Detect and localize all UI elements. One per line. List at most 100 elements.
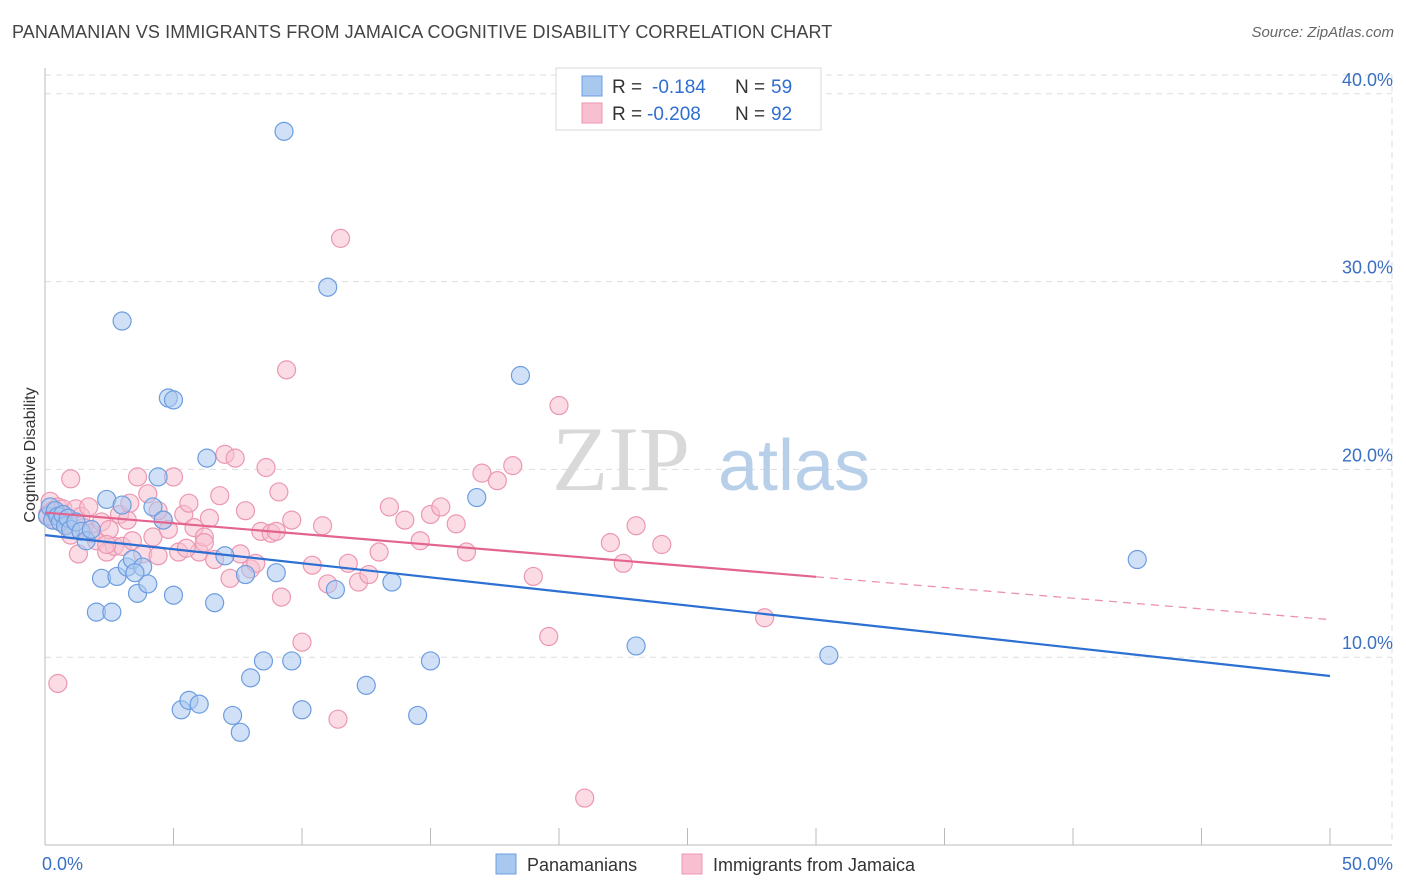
y-tick-label: 10.0% [1342, 633, 1393, 653]
legend-top: R = -0.184 N = 59 R = -0.208 N = 92 [555, 67, 822, 131]
panamanian-point [205, 593, 225, 613]
axes [44, 68, 1392, 846]
trend-lines [44, 511, 1331, 678]
panamanian-point [189, 694, 209, 714]
y-tick-label: 20.0% [1342, 445, 1393, 465]
jamaica-point [176, 538, 196, 558]
panamanian-point [1127, 549, 1147, 570]
panamanian-point [819, 645, 839, 665]
bottom-legend-swatch-pink [681, 853, 703, 875]
panamanian-point [235, 564, 256, 585]
jamaica-point [276, 360, 297, 380]
jamaica-point [225, 448, 245, 468]
legend-r-value-1: -0.184 [652, 77, 706, 98]
panamanian-point [112, 495, 132, 515]
panamanian-point [408, 705, 428, 726]
jamaica-point [61, 469, 81, 489]
jamaica-point [235, 501, 256, 521]
y-tick-label: 40.0% [1342, 70, 1393, 90]
panamanian-point [626, 636, 646, 656]
jamaica-point [369, 542, 389, 562]
jamaica-trend-line-dashed [815, 576, 1331, 621]
x-tick-label: 50.0% [1342, 854, 1393, 874]
panamanian-point [143, 497, 163, 517]
jamaica-point [613, 553, 633, 573]
jamaica-point [523, 566, 543, 587]
jamaica-point [626, 516, 646, 536]
jamaica-point [395, 510, 415, 530]
panamanian-point [197, 448, 217, 468]
jamaica-point [271, 587, 292, 607]
jamaica-point [503, 456, 523, 476]
watermark-atlas: atlas [718, 426, 870, 506]
panamanian-point [292, 700, 312, 720]
watermark-zip: ZIP [552, 408, 690, 510]
chart-title: PANAMANIAN VS IMMIGRANTS FROM JAMAICA CO… [12, 22, 833, 42]
legend-n-value-1: 59 [771, 77, 792, 98]
jamaica-point [431, 497, 451, 517]
series-panamanians-points [37, 121, 1147, 742]
jamaica-point [754, 608, 775, 628]
x-tick-label: 0.0% [42, 854, 83, 874]
jamaica-point [312, 516, 333, 536]
jamaica-point [539, 626, 559, 647]
panamanian-point [266, 563, 286, 583]
panamanian-point [325, 579, 346, 600]
jamaica-point [79, 497, 99, 517]
jamaica-point [487, 471, 507, 491]
panamanian-point [148, 467, 168, 487]
jamaica-point [256, 457, 276, 478]
series-jamaica-points [37, 228, 775, 808]
legend-r-value-2: -0.208 [647, 104, 701, 125]
panamanian-point [241, 668, 261, 688]
jamaica-point [359, 564, 379, 585]
jamaica-point [652, 534, 672, 555]
jamaica-point [179, 493, 199, 513]
jamaica-point [472, 463, 492, 483]
jamaica-point [194, 533, 214, 553]
legend-n-label-1: N = [735, 77, 765, 98]
panamanian-point [163, 390, 184, 410]
legend-swatch-pink [581, 102, 603, 124]
jamaica-point [575, 788, 595, 808]
jamaica-point [127, 467, 148, 487]
panamanian-point [510, 365, 531, 386]
panamanian-point [163, 585, 184, 605]
panamanian-point [138, 574, 158, 594]
jamaica-point [330, 228, 351, 248]
panamanian-point [282, 651, 302, 671]
panamanian-point [420, 651, 441, 671]
panamanian-point [253, 651, 274, 671]
jamaica-point [410, 531, 430, 551]
y-axis-label: Cognitive Disability [22, 387, 39, 522]
jamaica-point [269, 482, 289, 502]
legend-n-value-2: 92 [771, 104, 792, 125]
jamaica-point [456, 542, 477, 562]
panamanian-point [112, 311, 132, 331]
panamanian-point [274, 121, 294, 141]
jamaica-trend-line [44, 511, 817, 578]
jamaica-point [199, 508, 220, 528]
jamaica-point [446, 514, 466, 534]
jamaica-point [600, 533, 621, 553]
jamaica-point [97, 534, 117, 555]
watermark: ZIP atlas [552, 408, 870, 510]
legend-n-label-2: N = [735, 104, 765, 125]
legend-r-label-1: R = [612, 77, 642, 98]
panamanian-point [230, 722, 250, 742]
jamaica-point [292, 632, 312, 652]
jamaica-point [328, 709, 348, 729]
panamanian-point [125, 563, 145, 583]
legend-r-label-2: R = [612, 104, 642, 125]
bottom-legend-swatch-blue [495, 853, 517, 875]
bottom-legend-label-jamaica: Immigrants from Jamaica [713, 855, 916, 875]
panamanian-point [223, 705, 243, 726]
legend-bottom: Panamanians Immigrants from Jamaica [495, 853, 916, 875]
panamanian-point [467, 487, 487, 508]
bottom-legend-label-panamanians: Panamanians [527, 855, 637, 875]
panamanian-point [81, 519, 101, 540]
tick-labels: 10.0% 20.0% 30.0% 40.0% 0.0% 50.0% [42, 70, 1393, 874]
jamaica-point [379, 497, 399, 517]
jamaica-point [210, 486, 230, 506]
